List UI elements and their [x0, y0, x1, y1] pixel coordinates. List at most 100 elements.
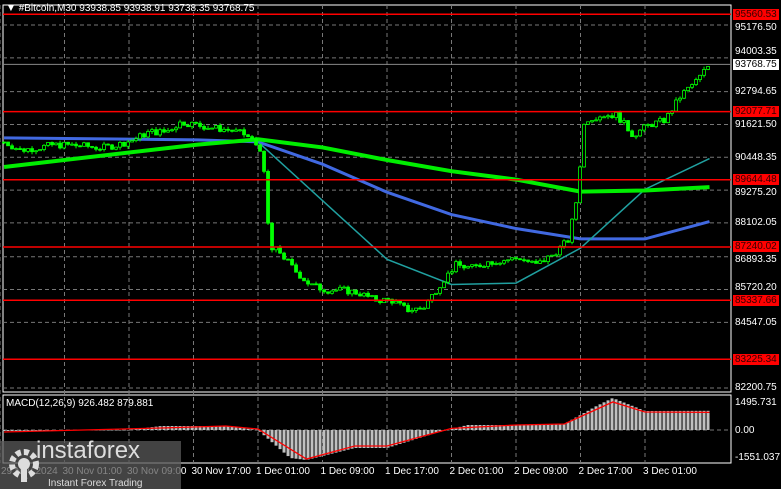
candle-body [78, 145, 82, 148]
candle-body [102, 143, 106, 150]
price-axis-label: 82200.75 [735, 382, 777, 394]
price-axis-label: 92794.65 [735, 86, 777, 98]
macd-histogram-bar [34, 430, 38, 431]
candle-body [318, 283, 322, 291]
candle-body [626, 120, 630, 132]
candle-body [58, 142, 62, 149]
macd-histogram-bar [642, 410, 646, 430]
time-axis-label: 2 Dec 01:00 [449, 466, 504, 477]
macd-histogram-bar [294, 430, 298, 459]
macd-histogram-bar [286, 430, 290, 457]
candle-body [234, 129, 238, 132]
macd-panel-frame [2, 394, 732, 464]
macd-histogram-bar [314, 430, 318, 458]
candle-body [66, 141, 70, 145]
candle-body [642, 124, 646, 131]
candle-body [250, 136, 254, 140]
macd-histogram-bar [306, 430, 310, 460]
candle-body [286, 258, 290, 261]
macd-histogram-bar [110, 430, 114, 431]
candle-body [254, 138, 258, 146]
macd-histogram-bar [454, 427, 458, 430]
candle-body [698, 74, 702, 80]
candle-body [390, 298, 394, 304]
macd-histogram-bar [414, 430, 418, 439]
macd-histogram-bar [26, 430, 30, 431]
candle-body [298, 271, 302, 279]
candle-body [202, 126, 206, 130]
candle-body [398, 300, 402, 304]
macd-histogram-bar [506, 425, 510, 430]
macd-histogram-bar [450, 428, 454, 430]
macd-histogram-bar [134, 429, 138, 430]
candle-body [490, 261, 494, 265]
macd-histogram-bar [106, 430, 110, 431]
macd-histogram-bar [6, 430, 10, 431]
moving-average-green [3, 137, 710, 194]
candle-body [178, 121, 182, 129]
macd-histogram-bar [214, 426, 218, 430]
candle-body [530, 260, 534, 263]
candle-body [194, 121, 198, 124]
candle-body [422, 307, 426, 310]
candle-body [518, 258, 522, 261]
macd-histogram-bar [194, 426, 198, 430]
macd-histogram-bar [282, 430, 286, 453]
macd-histogram-bar [570, 419, 574, 430]
macd-histogram-bar [390, 430, 394, 447]
macd-histogram-bar [646, 410, 650, 430]
candle-body [554, 254, 558, 257]
time-axis-label: 1 Dec 01:00 [256, 466, 310, 477]
main-panel-frame [2, 4, 732, 393]
candle-body [598, 116, 602, 121]
price-axis-label: 85720.20 [735, 281, 777, 293]
candle-body [126, 141, 130, 147]
candle-body [210, 127, 214, 130]
candle-body [118, 141, 122, 148]
collapse-triangle-icon[interactable]: ▼ [6, 3, 16, 14]
candle-body [342, 286, 346, 289]
candle-body [442, 281, 446, 289]
macd-histogram-bar [422, 430, 426, 437]
macd-histogram-bar [562, 424, 566, 430]
candle-body [550, 254, 554, 257]
candle-body [510, 257, 514, 261]
macd-axis-label: -1551.037 [735, 451, 781, 463]
macd-histogram-bar [398, 430, 402, 444]
candle-body [478, 264, 482, 268]
macd-histogram-bar [210, 426, 214, 430]
candle-body [334, 289, 338, 292]
candle-body [426, 300, 430, 309]
macd-histogram-bar [558, 424, 562, 430]
macd-histogram-bar [674, 410, 678, 430]
macd-histogram-bar [566, 421, 570, 430]
price-axis-label: 91621.50 [735, 119, 777, 131]
macd-histogram-bar [98, 430, 102, 431]
macd-histogram-bar [246, 428, 250, 430]
candle-body [350, 289, 354, 295]
macd-histogram-bar [426, 430, 430, 436]
candle-body [310, 283, 314, 286]
macd-histogram-bar [490, 425, 494, 430]
candle-body [646, 124, 650, 126]
candle-body [690, 84, 694, 88]
candle-body [362, 292, 366, 297]
candle-body [2, 141, 6, 144]
candle-body [514, 257, 518, 260]
candle-body [486, 261, 490, 267]
candle-body [638, 129, 642, 137]
candle-body [6, 141, 10, 147]
candle-body [18, 148, 22, 150]
candle-body [434, 292, 438, 295]
macd-histogram-bar [410, 430, 414, 441]
macd-histogram-bar [122, 430, 126, 431]
macd-histogram-bar [14, 430, 18, 431]
candle-body [166, 129, 170, 133]
level-price-tag: 89644.48 [733, 174, 779, 186]
macd-histogram-bar [2, 430, 6, 431]
macd-histogram-bar [610, 398, 614, 430]
macd-histogram-bar [654, 410, 658, 430]
candle-body [26, 148, 30, 152]
level-price-tag: 95560.53 [733, 8, 779, 20]
